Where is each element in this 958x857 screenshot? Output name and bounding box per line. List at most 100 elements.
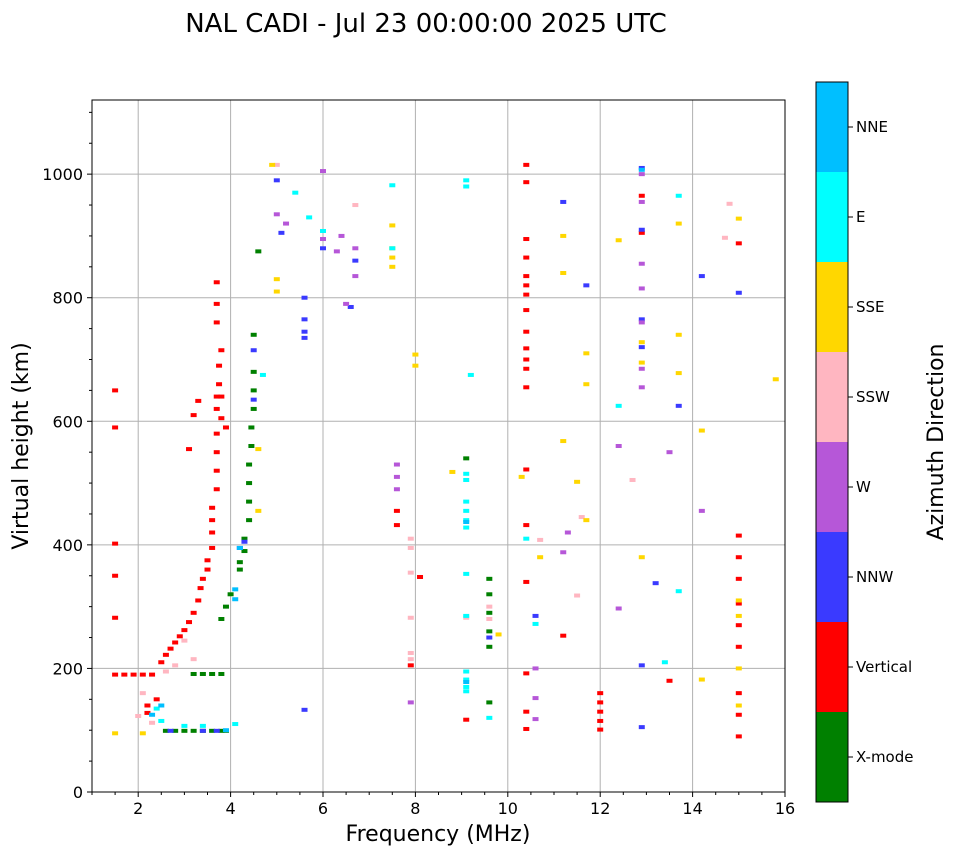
data-point xyxy=(209,518,216,523)
data-point xyxy=(199,671,206,676)
data-point xyxy=(246,481,253,486)
data-point xyxy=(213,468,220,473)
data-point xyxy=(463,677,470,682)
data-point xyxy=(666,450,673,455)
colorbar-tick-label: W xyxy=(856,478,871,496)
data-point xyxy=(186,447,193,452)
data-point xyxy=(181,728,188,733)
data-point xyxy=(218,394,225,399)
data-point xyxy=(209,671,216,676)
data-point xyxy=(495,632,502,637)
data-point xyxy=(347,304,354,309)
data-point xyxy=(301,335,308,340)
data-point xyxy=(236,545,243,550)
data-point xyxy=(213,728,220,733)
data-point xyxy=(241,536,248,541)
colorbar-tick-label: X-mode xyxy=(856,748,913,766)
colorbar-swatch xyxy=(816,172,848,262)
data-point xyxy=(661,660,668,665)
y-tick-label: 200 xyxy=(52,659,83,678)
colorbar: X-mode Vertical NNW W SSW SSE E NNE xyxy=(815,81,913,803)
data-point xyxy=(301,295,308,300)
data-point xyxy=(463,669,470,674)
data-point xyxy=(523,237,530,242)
data-point xyxy=(389,255,396,260)
data-point xyxy=(241,549,248,554)
data-point xyxy=(273,212,280,217)
colorbar-tick-label: SSE xyxy=(856,298,885,316)
data-point xyxy=(190,671,197,676)
data-point xyxy=(638,172,645,177)
colorbar-tick-label: Vertical xyxy=(856,658,912,676)
data-point xyxy=(190,657,197,662)
data-point xyxy=(675,589,682,594)
data-point xyxy=(232,722,239,727)
x-tick-label: 4 xyxy=(226,799,236,818)
data-point xyxy=(162,728,169,733)
data-point xyxy=(197,586,204,591)
data-point xyxy=(735,703,742,708)
colorbar-swatch xyxy=(816,352,848,442)
data-point xyxy=(255,249,262,254)
data-point xyxy=(638,227,645,232)
data-point xyxy=(523,523,530,528)
data-point xyxy=(560,233,567,238)
data-point xyxy=(236,567,243,572)
data-point xyxy=(629,477,636,482)
data-point xyxy=(213,280,220,285)
data-point xyxy=(209,530,216,535)
data-point xyxy=(537,555,544,560)
data-point xyxy=(218,728,225,733)
data-point xyxy=(181,723,188,728)
data-point xyxy=(638,167,645,172)
data-point xyxy=(218,671,225,676)
data-point xyxy=(158,718,165,723)
data-point xyxy=(246,499,253,504)
data-point xyxy=(213,406,220,411)
data-point xyxy=(301,329,308,334)
series-e xyxy=(153,178,682,728)
data-point xyxy=(735,623,742,628)
data-point xyxy=(638,663,645,668)
colorbar-swatch xyxy=(816,712,848,802)
data-point xyxy=(389,246,396,251)
data-point xyxy=(615,444,622,448)
data-point xyxy=(389,223,396,228)
data-point xyxy=(149,720,156,725)
data-point xyxy=(306,215,313,220)
data-point xyxy=(209,505,216,510)
x-axis-label: Frequency (MHz) xyxy=(346,822,531,847)
data-point xyxy=(407,650,414,655)
data-point xyxy=(597,700,604,705)
data-point xyxy=(652,581,659,586)
data-point xyxy=(407,663,414,668)
data-point xyxy=(726,201,733,206)
data-point xyxy=(463,477,470,482)
colorbar-frame xyxy=(815,81,849,803)
data-point xyxy=(213,301,220,306)
data-point xyxy=(523,467,530,472)
data-point xyxy=(407,536,414,541)
data-point xyxy=(273,289,280,294)
data-point xyxy=(523,385,530,390)
data-point xyxy=(486,629,493,634)
data-point xyxy=(486,617,493,621)
data-point xyxy=(560,550,567,555)
data-point xyxy=(393,508,400,513)
data-point xyxy=(333,249,340,254)
data-point xyxy=(218,617,225,621)
data-point xyxy=(638,193,645,198)
data-point xyxy=(523,329,530,334)
data-point xyxy=(412,352,419,357)
data-point xyxy=(162,669,169,674)
data-point xyxy=(735,691,742,696)
data-point xyxy=(190,413,197,418)
data-point xyxy=(112,615,119,620)
data-point xyxy=(735,712,742,717)
data-point xyxy=(463,456,470,461)
data-point xyxy=(232,587,239,592)
data-point xyxy=(597,691,604,696)
data-point xyxy=(213,431,220,436)
series-w xyxy=(273,169,705,722)
